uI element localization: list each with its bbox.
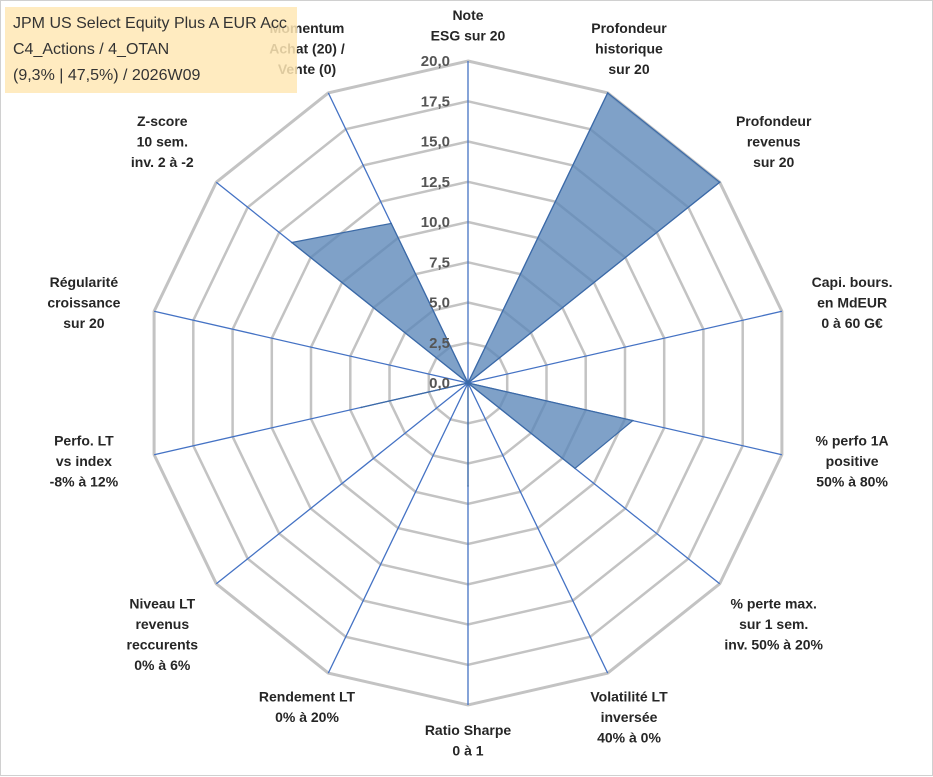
- axis-category-label: % perte max. sur 1 sem. inv. 50% à 20%: [724, 596, 823, 653]
- tick-label: 15,0: [421, 134, 450, 151]
- fund-range-week: (9,3% | 47,5%) / 2026W09: [13, 67, 201, 84]
- axis-category-label: Note ESG sur 20: [431, 7, 506, 44]
- tick-label: 0,0: [429, 375, 450, 392]
- series-layer: [290, 91, 721, 487]
- tick-label: 20,0: [421, 53, 450, 70]
- tick-label: 12,5: [421, 174, 450, 191]
- axis-category-label: Volatilité LT inversée 40% à 0%: [590, 689, 668, 746]
- axis-category-label: Profondeur revenus sur 20: [736, 113, 812, 170]
- axis-category-label: Niveau LT revenus reccurents 0% à 6%: [127, 596, 199, 674]
- axis-category-label: Z-score 10 sem. inv. 2 à -2: [131, 113, 194, 170]
- axis-category-label: Capi. bours. en MdEUR 0 à 60 G€: [812, 274, 893, 331]
- tick-label: 10,0: [421, 214, 450, 231]
- series-area: [290, 91, 721, 486]
- tick-label: 17,5: [421, 93, 450, 110]
- fund-title: JPM US Select Equity Plus A EUR Acc: [13, 15, 287, 32]
- data-point: [467, 382, 469, 384]
- axis-category-label: Régularité croissance sur 20: [47, 274, 120, 331]
- data-point: [390, 222, 393, 225]
- tick-label: 5,0: [429, 295, 450, 312]
- radial-axis: [467, 382, 609, 674]
- axis-category-label: Rendement LT 0% à 20%: [259, 689, 356, 726]
- fund-category: C4_Actions / 4_OTAN: [13, 41, 170, 58]
- data-point: [360, 406, 363, 409]
- tick-layer: 0,0 2,5 5,0 7,5 10,0 12,5 15,0 17,5 20,0: [421, 53, 450, 392]
- radial-axis: [467, 310, 783, 384]
- data-point: [574, 467, 576, 470]
- data-point: [718, 181, 721, 183]
- radial-axis: [215, 382, 469, 585]
- label-layer: Note ESG sur 20 Profondeur historique sur 20…: [47, 7, 892, 759]
- tick-label: 7,5: [429, 254, 450, 271]
- axis-category-label: % perfo 1A positive 50% à 80%: [816, 433, 889, 490]
- data-point: [291, 241, 293, 244]
- axis-category-label: Profondeur historique sur 20: [591, 20, 667, 77]
- radial-axis: [327, 382, 469, 674]
- fund-info-box: JPM US Select Equity Plus A EUR Acc C4_A…: [5, 7, 297, 93]
- axis-category-label: Perfo. LT vs index -8% à 12%: [50, 433, 119, 490]
- data-point: [606, 92, 609, 94]
- tick-label: 2,5: [429, 335, 450, 352]
- axis-category-label: Ratio Sharpe 0 à 1: [425, 722, 512, 759]
- data-point: [632, 419, 634, 422]
- radial-axis: [153, 310, 469, 384]
- data-point: [467, 485, 469, 487]
